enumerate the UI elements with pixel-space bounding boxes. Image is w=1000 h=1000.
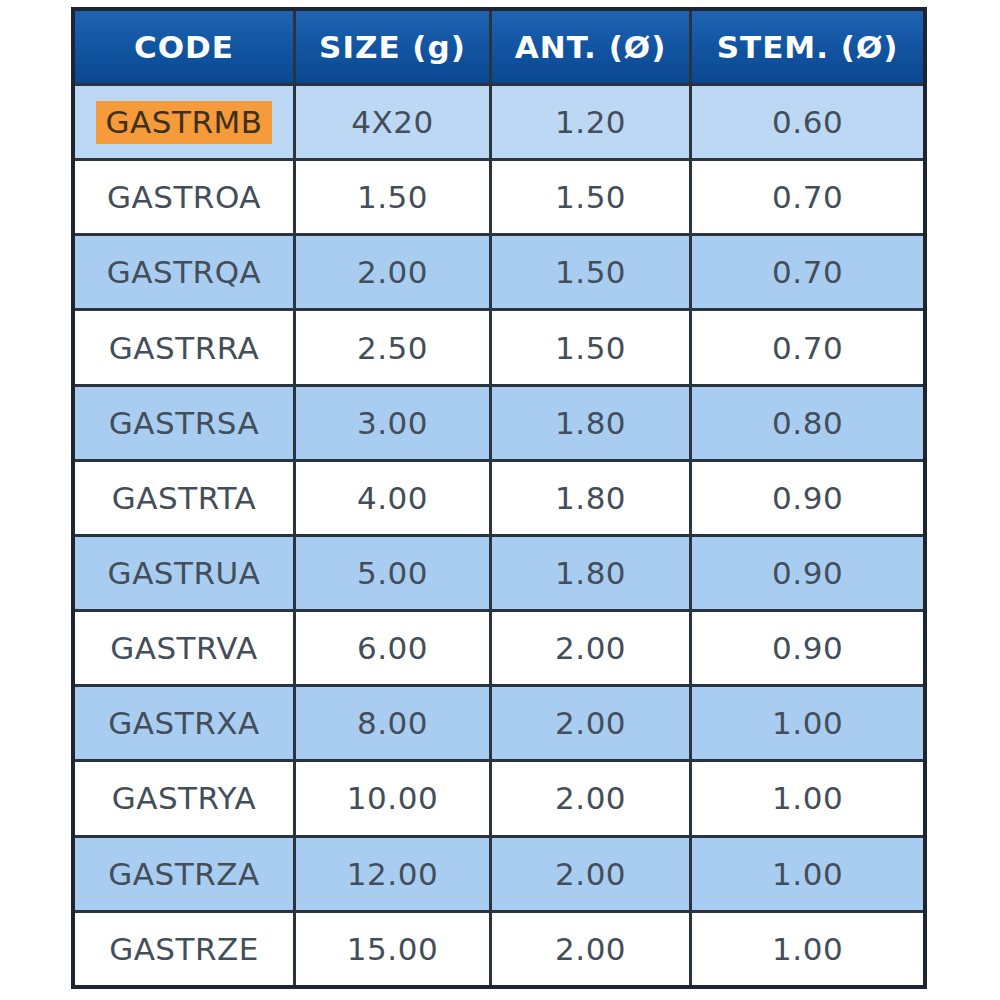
- cell-ant: 2.00: [490, 686, 690, 761]
- table-row: GASTRZE15.002.001.00: [73, 911, 925, 987]
- cell-stem: 0.80: [691, 385, 925, 460]
- cell-stem: 1.00: [691, 911, 925, 987]
- table-row: GASTROA1.501.500.70: [73, 160, 925, 235]
- table-row: GASTRUA5.001.800.90: [73, 535, 925, 610]
- table-row: GASTRVA6.002.000.90: [73, 611, 925, 686]
- cell-code: GASTRRA: [73, 310, 295, 385]
- cell-size: 8.00: [295, 686, 491, 761]
- cell-code: GASTRQA: [73, 235, 295, 310]
- table-row: GASTRSA3.001.800.80: [73, 385, 925, 460]
- cell-code: GASTRZA: [73, 836, 295, 911]
- cell-stem: 1.00: [691, 686, 925, 761]
- cell-ant: 2.00: [490, 836, 690, 911]
- cell-code: GASTRXA: [73, 686, 295, 761]
- spec-table: CODE SIZE (g) ANT. (Ø) STEM. (Ø) GASTRMB…: [71, 7, 927, 989]
- cell-stem: 0.70: [691, 310, 925, 385]
- cell-size: 15.00: [295, 911, 491, 987]
- cell-stem: 0.60: [691, 85, 925, 160]
- table-row: GASTRZA12.002.001.00: [73, 836, 925, 911]
- cell-size: 10.00: [295, 761, 491, 836]
- cell-ant: 1.50: [490, 235, 690, 310]
- cell-size: 12.00: [295, 836, 491, 911]
- table-header: CODE SIZE (g) ANT. (Ø) STEM. (Ø): [73, 9, 925, 85]
- cell-ant: 1.80: [490, 385, 690, 460]
- cell-ant: 1.50: [490, 160, 690, 235]
- cell-ant: 2.00: [490, 761, 690, 836]
- cell-ant: 1.20: [490, 85, 690, 160]
- cell-size: 2.50: [295, 310, 491, 385]
- cell-size: 6.00: [295, 611, 491, 686]
- table-row: GASTRYA10.002.001.00: [73, 761, 925, 836]
- table-row: GASTRTA4.001.800.90: [73, 460, 925, 535]
- header-row: CODE SIZE (g) ANT. (Ø) STEM. (Ø): [73, 9, 925, 85]
- cell-stem: 0.90: [691, 460, 925, 535]
- cell-stem: 0.70: [691, 235, 925, 310]
- cell-ant: 1.80: [490, 535, 690, 610]
- page: CODE SIZE (g) ANT. (Ø) STEM. (Ø) GASTRMB…: [0, 0, 1000, 1000]
- table-row: GASTRMB 4X201.200.60: [73, 85, 925, 160]
- cell-stem: 0.70: [691, 160, 925, 235]
- cell-stem: 0.90: [691, 611, 925, 686]
- cell-size: 5.00: [295, 535, 491, 610]
- cell-code: GASTRSA: [73, 385, 295, 460]
- cell-size: 4.00: [295, 460, 491, 535]
- cell-code: GASTRYA: [73, 761, 295, 836]
- header-size: SIZE (g): [295, 9, 491, 85]
- cell-stem: 0.90: [691, 535, 925, 610]
- cell-size: 2.00: [295, 235, 491, 310]
- cell-size: 1.50: [295, 160, 491, 235]
- header-code: CODE: [73, 9, 295, 85]
- header-stem: STEM. (Ø): [691, 9, 925, 85]
- highlighted-code: GASTRMB: [96, 101, 273, 144]
- cell-code: GASTRZE: [73, 911, 295, 987]
- cell-stem: 1.00: [691, 761, 925, 836]
- cell-code: GASTRUA: [73, 535, 295, 610]
- cell-size: 3.00: [295, 385, 491, 460]
- cell-stem: 1.00: [691, 836, 925, 911]
- cell-code: GASTROA: [73, 160, 295, 235]
- header-ant: ANT. (Ø): [490, 9, 690, 85]
- cell-ant: 2.00: [490, 911, 690, 987]
- cell-size: 4X20: [295, 85, 491, 160]
- cell-code: GASTRTA: [73, 460, 295, 535]
- cell-ant: 2.00: [490, 611, 690, 686]
- cell-code: GASTRMB: [73, 85, 295, 160]
- cell-ant: 1.50: [490, 310, 690, 385]
- table-row: GASTRXA8.002.001.00: [73, 686, 925, 761]
- table-body: GASTRMB4X201.200.60GASTROA1.501.500.70GA…: [73, 85, 925, 988]
- table-row: GASTRRA2.501.500.70: [73, 310, 925, 385]
- cell-ant: 1.80: [490, 460, 690, 535]
- table-row: GASTRQA2.001.500.70: [73, 235, 925, 310]
- cell-code: GASTRVA: [73, 611, 295, 686]
